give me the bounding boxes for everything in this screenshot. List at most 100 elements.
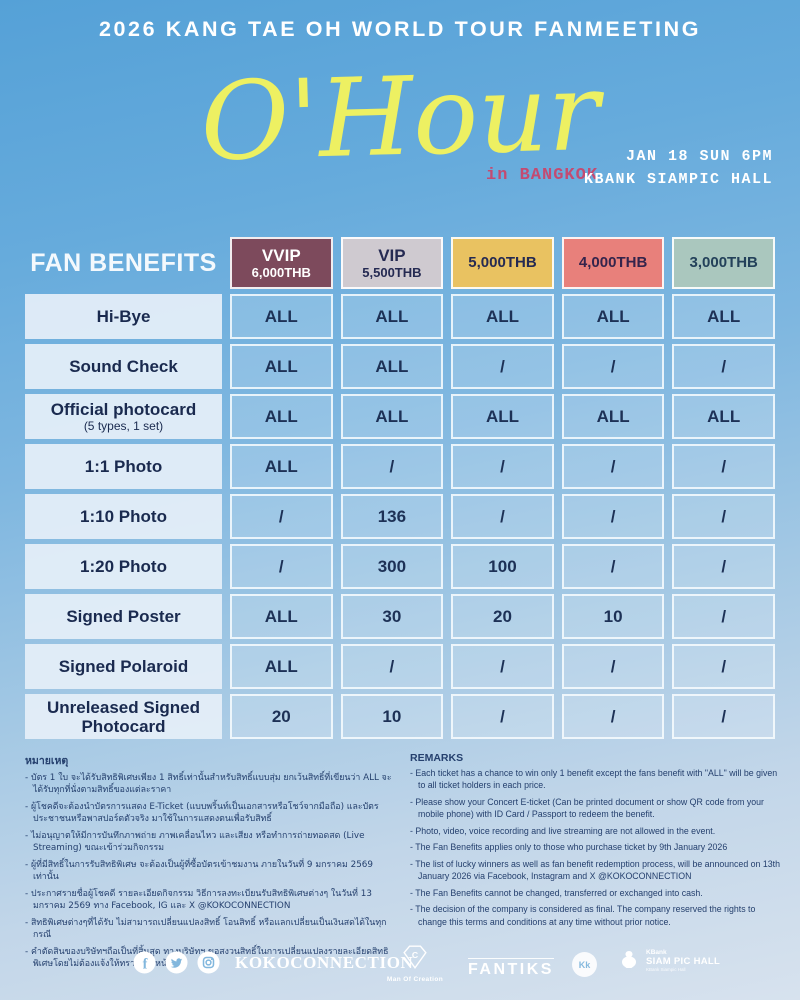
benefit-name: Unreleased Signed Photocard: [46, 697, 201, 736]
benefit-value-cell: /: [230, 544, 333, 589]
man-of-creation-gem-icon: C: [403, 945, 427, 970]
event-datetime-block: JAN 18 SUN 6PM KBANK SIAMPIC HALL: [584, 145, 773, 191]
benefit-value-cell: ALL: [230, 344, 333, 389]
siampic-hall-text: KBank SIAM PIC HALL KBank Siampic Hall: [646, 949, 720, 972]
benefit-value-cell: /: [672, 694, 775, 739]
benefit-value-cell: ALL: [451, 394, 554, 439]
benefit-value-cell: ALL: [230, 444, 333, 489]
man-of-creation-label: Man Of Creation: [386, 976, 444, 983]
note-item: Please show your Concert E-ticket (Can b…: [410, 796, 781, 821]
siampic-hall-label: SIAM PIC HALL: [646, 955, 721, 967]
benefit-name: Signed Poster: [66, 607, 181, 626]
benefit-row-label: 1:10 Photo: [25, 494, 222, 539]
benefit-value-cell: ALL: [230, 594, 333, 639]
benefit-value-cell: /: [672, 344, 775, 389]
event-title: 2026 KANG TAE OH WORLD TOUR FANMEETING: [98, 17, 702, 41]
benefit-value-cell: /: [561, 544, 665, 589]
benefit-row-label: Unreleased Signed Photocard: [25, 694, 222, 739]
benefit-value-cell: 10: [561, 594, 665, 639]
benefit-value-cell: /: [451, 694, 554, 739]
benefit-row-label: Signed Polaroid: [25, 644, 222, 689]
benefit-value-cell: /: [561, 444, 665, 489]
notes-thai: หมายเหตุ บัตร 1 ใบ จะได้รับสิทธิพิเศษเพี…: [25, 752, 393, 975]
benefit-value-cell: /: [672, 544, 775, 589]
fan-benefits-table: FAN BENEFITS VVIP 6,000THB VIP 5,500THB 5,00…: [25, 237, 775, 739]
partner-fantiks-wordmark: FANTIKS: [468, 958, 554, 979]
note-item: ประกาศรายชื่อผู้โชคดี รายละเอียดกิจกรรม …: [25, 888, 393, 913]
benefit-value-cell: ALL: [672, 394, 775, 439]
svg-text:C: C: [412, 950, 419, 960]
partner-man-of-creation: C Man Of Creation: [383, 944, 447, 983]
tier-price: 5,000THB: [468, 254, 537, 271]
note-item: The Fan Benefits cannot be changed, tran…: [410, 887, 781, 899]
note-item: Photo, video, voice recording and live s…: [410, 825, 781, 837]
benefit-value-cell: /: [230, 494, 333, 539]
benefit-row-label: Signed Poster: [25, 594, 222, 639]
tier-name: VVIP: [261, 245, 301, 265]
benefit-value-cell: /: [672, 494, 775, 539]
benefit-value-cell: ALL: [672, 294, 775, 339]
benefit-value-cell: 10: [340, 694, 444, 739]
benefit-value-cell: ALL: [230, 394, 333, 439]
benefit-name: Sound Check: [69, 357, 178, 376]
benefit-value-cell: /: [451, 644, 554, 689]
benefit-row-label: 1:1 Photo: [25, 444, 222, 489]
svg-text:f: f: [143, 956, 148, 972]
twitter-icon: [165, 951, 188, 974]
benefit-value-cell: /: [451, 444, 554, 489]
benefit-value-cell: ALL: [230, 294, 333, 339]
benefit-row-label: Hi-Bye: [25, 294, 222, 339]
tier-price: 3,000THB: [689, 254, 758, 271]
tier-card-4000thb: 4,000THB: [561, 237, 665, 289]
tier-price: 5,500THB: [362, 264, 422, 280]
partner-kk-logo: Kk: [572, 952, 597, 977]
benefit-row-label: Official photocard (5 types, 1 set): [25, 394, 222, 439]
tier-name: VIP: [378, 245, 406, 265]
benefit-value-cell: ALL: [561, 394, 665, 439]
benefit-value-cell: /: [561, 694, 665, 739]
instagram-icon: [197, 951, 220, 974]
benefit-name: 1:20 Photo: [80, 557, 167, 576]
kbank-label: KBank: [646, 948, 667, 956]
facebook-icon: f: [133, 951, 156, 974]
benefit-value-cell: 300: [340, 544, 444, 589]
benefit-value-cell: ALL: [340, 344, 444, 389]
benefit-value-cell: 20: [451, 594, 554, 639]
benefit-value-cell: /: [672, 644, 775, 689]
note-item: บัตร 1 ใบ จะได้รับสิทธิพิเศษเพียง 1 สิทธ…: [25, 772, 393, 797]
benefit-value-cell: 100: [451, 544, 554, 589]
tier-price: 4,000THB: [578, 254, 648, 271]
benefit-value-cell: ALL: [230, 644, 333, 689]
notes-section: หมายเหตุ บัตร 1 ใบ จะได้รับสิทธิพิเศษเพี…: [25, 752, 781, 975]
tier-card-5000thb: 5,000THB: [451, 237, 554, 289]
benefit-value-cell: /: [340, 644, 444, 689]
tier-card-vip: VIP 5,500THB: [340, 237, 444, 289]
remarks-english: REMARKS Each ticket has a chance to win …: [410, 752, 781, 975]
benefit-value-cell: /: [451, 344, 554, 389]
benefit-value-cell: /: [451, 494, 554, 539]
benefit-value-cell: ALL: [340, 394, 444, 439]
siampic-hall-icon: [622, 951, 636, 968]
benefit-row-label: 1:20 Photo: [25, 544, 222, 589]
siampic-hall-subtext: KBank Siampic Hall: [646, 966, 686, 972]
event-date: JAN 18 SUN 6PM: [625, 148, 773, 165]
note-item: ผู้ที่มีสิทธิ์ในการรับสิทธิพิเศษ จะต้องเ…: [25, 859, 393, 884]
notes-thai-list: บัตร 1 ใบ จะได้รับสิทธิพิเศษเพียง 1 สิทธ…: [25, 772, 393, 971]
note-item: Each ticket has a chance to win only 1 b…: [410, 767, 781, 792]
benefit-value-cell: /: [672, 594, 775, 639]
remarks-list: Each ticket has a chance to win only 1 b…: [410, 767, 781, 928]
benefit-value-cell: /: [561, 494, 665, 539]
benefit-value-cell: ALL: [561, 294, 665, 339]
benefit-name: Official photocard: [50, 400, 197, 419]
benefit-name: 1:10 Photo: [80, 507, 167, 526]
note-item: ไม่อนุญาตให้มีการบันทึกภาพถ่าย ภาพเคลื่อ…: [25, 830, 393, 855]
event-venue: KBANK SIAMPIC HALL: [583, 171, 773, 188]
benefit-value-cell: 20: [230, 694, 333, 739]
remarks-heading: REMARKS: [410, 752, 464, 764]
benefit-value-cell: /: [340, 444, 444, 489]
tier-card-3000thb: 3,000THB: [672, 237, 775, 289]
benefit-name: Signed Polaroid: [58, 657, 189, 676]
benefit-name: Hi-Bye: [96, 307, 151, 326]
table-corner-label: FAN BENEFITS: [30, 248, 217, 277]
